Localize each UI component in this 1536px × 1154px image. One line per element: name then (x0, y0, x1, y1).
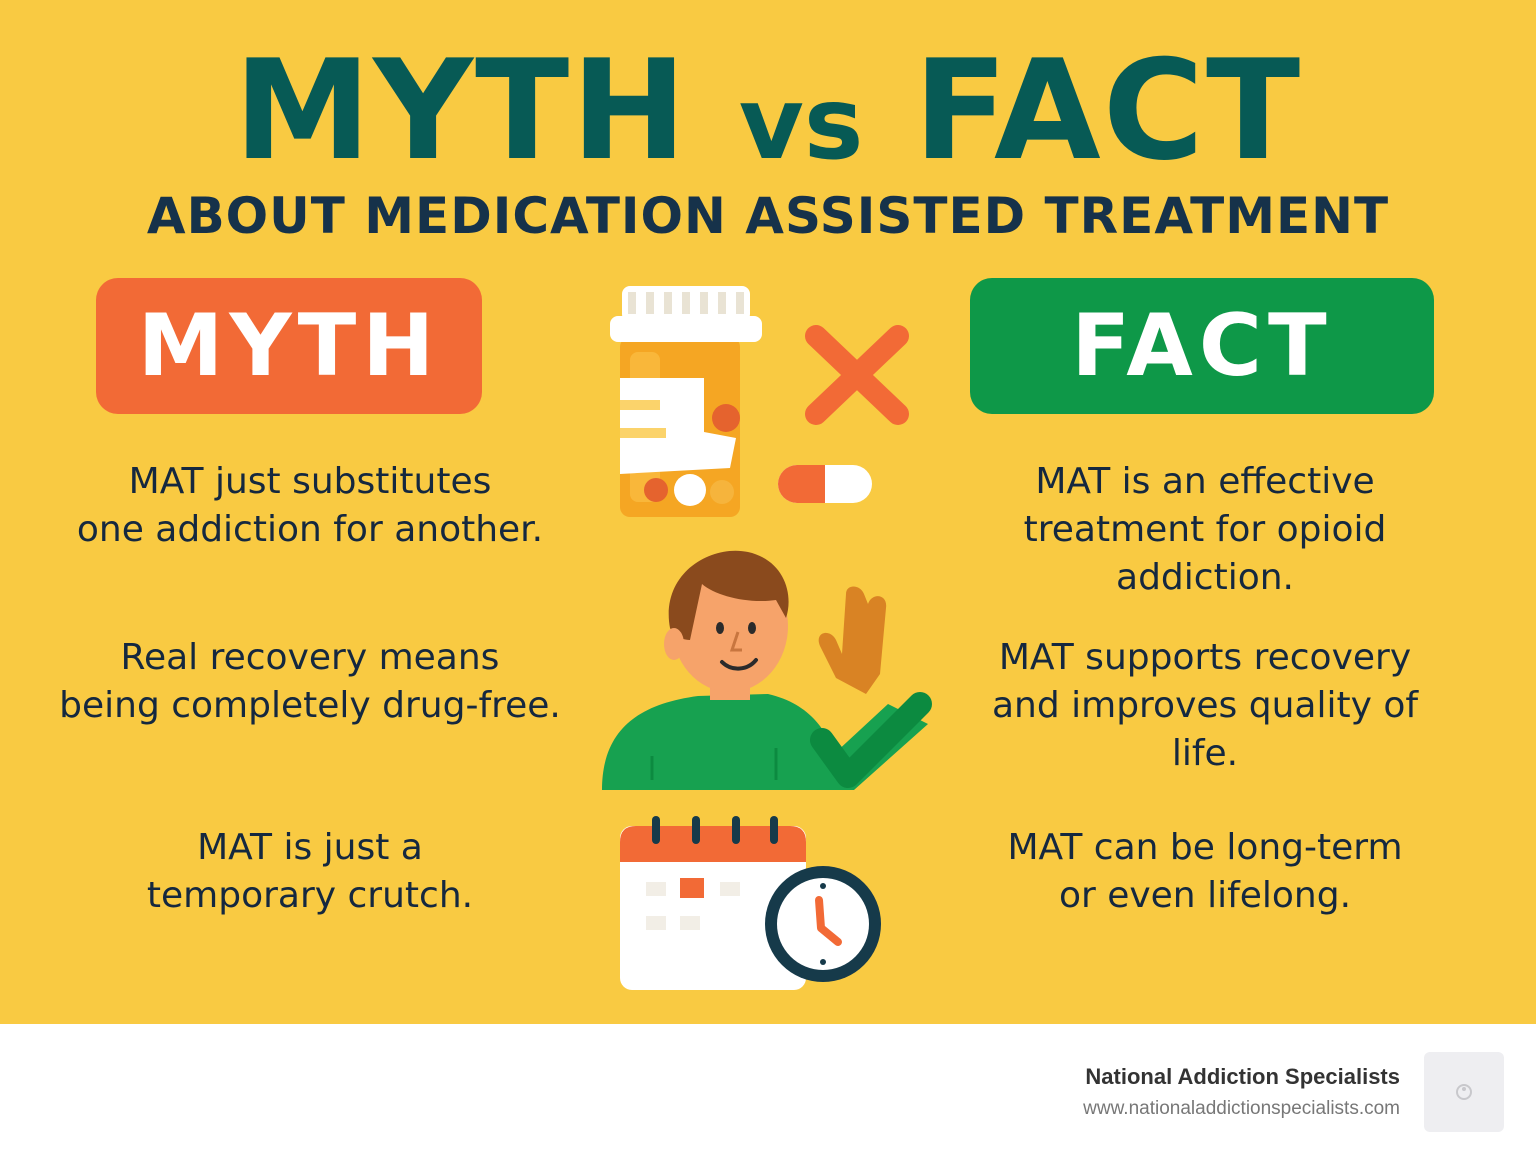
infographic: MYTH vs FACT ABOUT MEDICATION ASSISTED T… (0, 0, 1536, 1024)
myth-statement-1: MAT just substitutes one addiction for a… (76, 461, 544, 550)
fact-badge: FACT (970, 278, 1434, 414)
title-vs: vs (738, 65, 864, 182)
myth-statement-2: Real recovery means being completely dru… (59, 637, 561, 726)
title-fact: FACT (913, 30, 1303, 191)
main-title: MYTH vs FACT (0, 36, 1536, 199)
calendar-clock-icon (620, 816, 881, 990)
fact-statement-1: MAT is an effective treatment for opioid… (1023, 461, 1387, 598)
pill-bottle-icon (610, 286, 909, 517)
fact-statement-2: MAT supports recovery and improves quali… (991, 637, 1419, 774)
title-myth: MYTH (233, 30, 689, 191)
logo-icon (1456, 1084, 1472, 1100)
fact-statement-3: MAT can be long-term or even lifelong. (1007, 827, 1403, 916)
myth-badge: MYTH (96, 278, 482, 414)
brand-url: www.nationaladdictionspecialists.com (1083, 1098, 1400, 1119)
brand-name: National Addiction Specialists (1085, 1064, 1400, 1089)
footer: National Addiction Specialists www.natio… (0, 1024, 1536, 1154)
brand-logo (1424, 1052, 1504, 1132)
subtitle: ABOUT MEDICATION ASSISTED TREATMENT (146, 187, 1390, 245)
waving-person-icon (602, 550, 932, 790)
myth-statement-3: MAT is just a temporary crutch. (146, 827, 474, 916)
